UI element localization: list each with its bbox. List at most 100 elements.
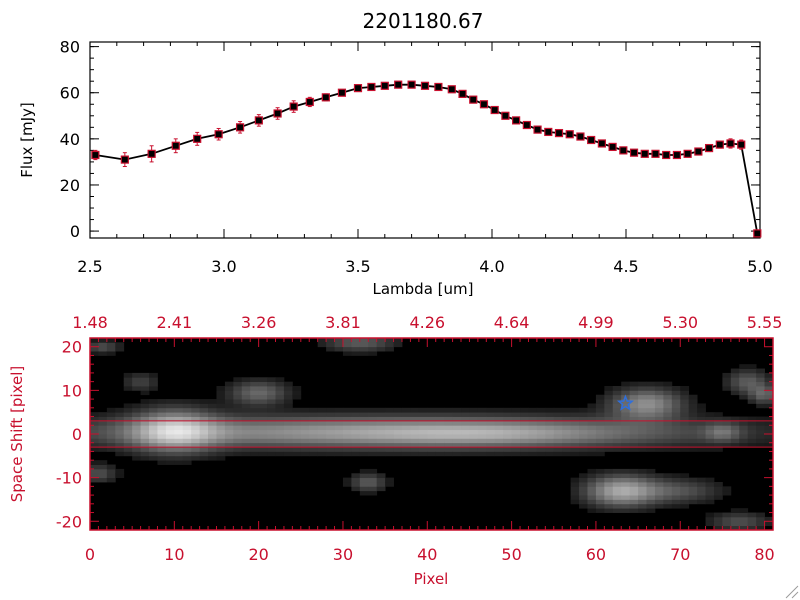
heatmap-cell	[688, 482, 698, 487]
heatmap-cell	[621, 486, 631, 492]
heatmap-cell	[553, 442, 563, 448]
heatmap-cell	[494, 451, 504, 457]
heatmap-cell	[604, 486, 614, 492]
heatmap-cell	[267, 394, 276, 400]
heatmap-cell	[283, 394, 293, 400]
heatmap-cell	[199, 420, 209, 426]
heatmap-cell	[326, 429, 335, 435]
heatmap-cell	[452, 416, 462, 422]
data-point	[715, 140, 724, 149]
heatmap-cell	[216, 429, 226, 435]
heatmap-cell	[638, 468, 647, 474]
heatmap-cell	[595, 503, 605, 509]
heatmap-cell	[342, 342, 352, 348]
heatmap-cell	[275, 447, 285, 452]
heatmap-cell	[747, 420, 757, 426]
heatmap-cell	[629, 420, 639, 426]
heatmap-cell	[705, 521, 715, 527]
heatmap-cell	[764, 425, 774, 431]
heatmap-cell	[595, 451, 605, 457]
heatmap-cell	[646, 468, 656, 474]
heatmap-cell	[511, 451, 521, 457]
heatmap-cell	[646, 394, 656, 400]
heatmap-cell	[410, 451, 420, 457]
heatmap-cell	[368, 486, 378, 492]
heatmap-cell	[326, 338, 335, 343]
heatmap-cell	[494, 442, 504, 448]
heatmap-cell	[393, 447, 403, 452]
heatmap-cell	[629, 477, 639, 483]
heatmap-cell	[663, 416, 673, 422]
heatmap-cell	[545, 451, 555, 457]
heatmap-cell	[730, 386, 740, 391]
heatmap-cell	[671, 429, 681, 435]
heatmap-cell	[267, 386, 276, 391]
heatmap-cell	[638, 486, 647, 492]
heatmap-cell	[208, 420, 217, 426]
heatmap-cell	[713, 490, 723, 496]
heatmap-cell	[174, 455, 184, 461]
data-point	[565, 130, 574, 139]
heatmap-cell	[671, 473, 681, 479]
heatmap-cell	[123, 442, 133, 448]
heatmap-cell	[570, 482, 580, 487]
heatmap-cell	[739, 438, 749, 444]
heatmap-cell	[115, 451, 125, 457]
heatmap-cell	[654, 403, 664, 409]
heatmap-cell	[562, 407, 572, 413]
heatmap-cell	[140, 386, 150, 391]
heatmap-cell	[258, 442, 268, 448]
heatmap-cell	[654, 434, 664, 439]
heatmap-cell	[477, 412, 487, 417]
heatmap-cell	[241, 438, 251, 444]
heatmap-cell	[604, 399, 614, 404]
heatmap-cell	[123, 420, 133, 426]
heatmap-cell	[452, 447, 462, 452]
heatmap-cell	[764, 516, 774, 522]
heatmap-cell	[680, 495, 690, 500]
heatmap-cell	[587, 477, 597, 483]
heatmap-cell	[385, 434, 394, 439]
heatmap-cell	[309, 442, 319, 448]
heatmap-cell	[309, 434, 319, 439]
heatmap-cell	[267, 412, 276, 417]
data-point	[512, 116, 521, 125]
heatmap-cell	[579, 490, 588, 496]
heatmap-cell	[477, 407, 487, 413]
x-tick-label: 0	[85, 545, 95, 564]
heatmap-cell	[680, 412, 690, 417]
heatmap-cell	[140, 412, 150, 417]
heatmap-cell	[393, 425, 403, 431]
heatmap-cell	[638, 434, 647, 439]
heatmap-cell	[756, 525, 765, 531]
heatmap-cell	[688, 495, 698, 500]
heatmap-cell	[671, 407, 681, 413]
heatmap-cell	[579, 447, 588, 452]
heatmap-cell	[621, 473, 631, 479]
heatmap-cell	[351, 451, 361, 457]
top-axis-wavelength-label: 1.48	[72, 313, 108, 332]
heatmap-cell	[764, 390, 774, 396]
heatmap-cell	[241, 377, 251, 383]
heatmap-cell	[722, 438, 732, 444]
heatmap-cell	[359, 420, 369, 426]
resize-grip-icon[interactable]	[785, 585, 799, 599]
heatmap-cell	[106, 346, 116, 352]
heatmap-cell	[579, 503, 588, 509]
heatmap-cell	[503, 412, 512, 417]
heatmap-cell	[216, 390, 226, 396]
y-tick-label: 80	[60, 38, 80, 57]
heatmap-cell	[410, 407, 420, 413]
heatmap-cell	[756, 377, 765, 383]
spectrum-panel: 2201180.67 2.5 3.0 3.5 4.0 4.5 5.0 020406080 …	[18, 9, 773, 298]
heatmap-cell	[140, 442, 150, 448]
heatmap-cell	[638, 438, 647, 444]
heatmap-cell	[663, 499, 673, 505]
heatmap-cell	[149, 455, 158, 461]
heatmap-cell	[385, 477, 394, 483]
heatmap-cell	[688, 477, 698, 483]
heatmap-cell	[317, 447, 327, 452]
heatmap-cell	[401, 416, 411, 422]
heatmap-cell	[536, 425, 546, 431]
heatmap-cell	[671, 386, 681, 391]
